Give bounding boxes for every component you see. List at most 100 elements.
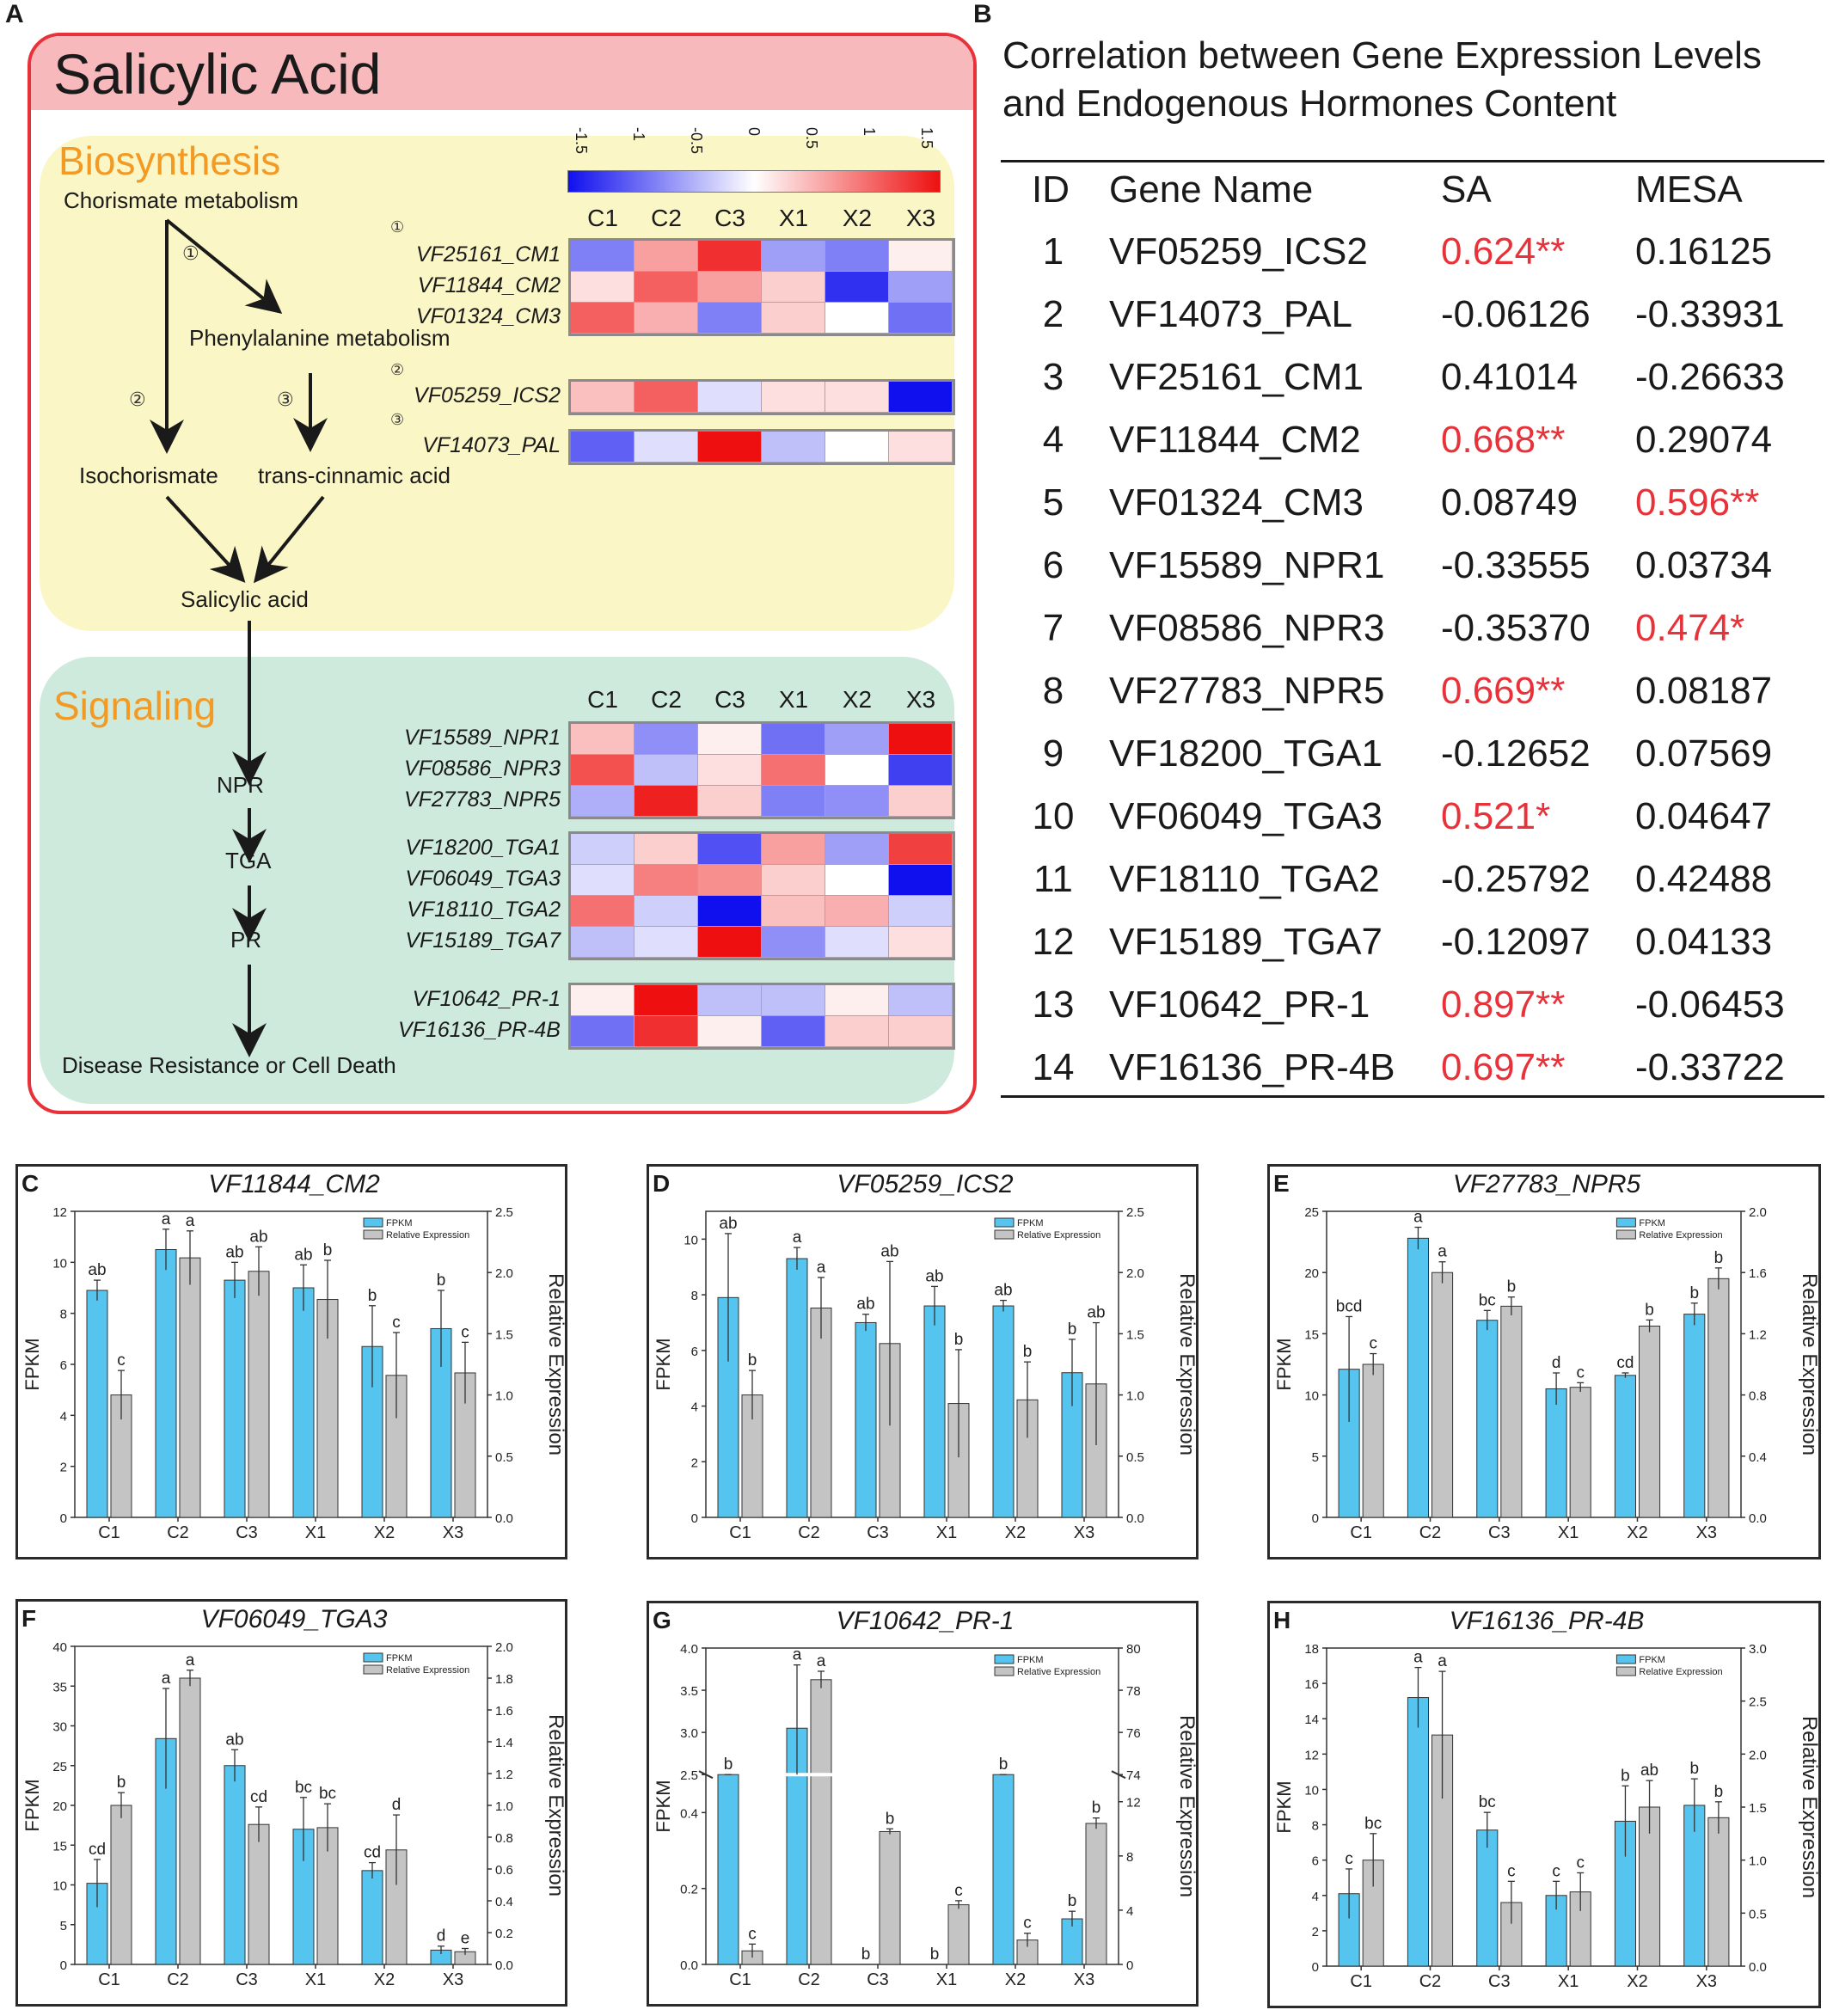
- table-top-rule: [1001, 160, 1824, 162]
- heatmap-cell: [571, 927, 634, 958]
- y2-tick-label: 2.0: [1126, 1266, 1144, 1281]
- heatmap-cell: [634, 241, 698, 272]
- heatmap-cell: [571, 272, 634, 303]
- table-id-cell: 5: [1042, 481, 1064, 524]
- y-tick-label: 10: [1304, 1783, 1319, 1798]
- gene-marker: ②: [390, 361, 405, 378]
- significance-letter: cd: [364, 1844, 381, 1862]
- bio-column-label: X2: [842, 205, 873, 231]
- bar-relexp: [741, 1394, 763, 1518]
- heatmap-cell: [762, 865, 825, 896]
- node-npr: NPR: [217, 772, 264, 798]
- sig-column-label: X2: [842, 686, 873, 713]
- bar-chart-panel-d: D VF05259_ICS2 0 2 4 6 8 10 0.0 0.5 1.0 1.5 2.0 2.5 FP…: [647, 1164, 1198, 1559]
- x-tick-label: X1: [1558, 1523, 1579, 1542]
- colorbar-tick-label: 0.5: [803, 127, 820, 150]
- table-id-cell: 2: [1042, 293, 1064, 335]
- x-tick-label: C3: [1488, 1523, 1511, 1542]
- table-id-cell: 14: [1032, 1046, 1075, 1088]
- bar-chart-svg: 0246810120.00.51.01.52.02.5FPKMRelative …: [21, 1205, 565, 1542]
- bar-relexp: [947, 1403, 970, 1518]
- table-mesa-cell: -0.33722: [1635, 1046, 1785, 1088]
- table-header-cell: Gene Name: [1109, 169, 1314, 211]
- heatmap-cell: [634, 755, 698, 786]
- heatmap-cell: [889, 272, 953, 303]
- significance-letter: c: [1576, 1363, 1585, 1382]
- table-mesa-cell: 0.04647: [1635, 795, 1773, 837]
- legend-swatch-fpkm: [994, 1217, 1015, 1228]
- sig-column-label: C3: [714, 686, 745, 713]
- significance-letter: a: [817, 1652, 826, 1670]
- x-tick-label: C2: [1419, 1972, 1442, 1991]
- sig-column-label: X3: [905, 686, 936, 713]
- heatmap-gene-label: VF01324_CM3: [415, 304, 561, 328]
- y2-tick-label: 12: [1126, 1796, 1141, 1811]
- heatmap-cell: [889, 432, 953, 463]
- panel-a-title: Salicylic Acid: [53, 42, 382, 106]
- gene-marker: ③: [390, 411, 405, 428]
- table-sa-cell: 0.697**: [1441, 1046, 1566, 1088]
- significance-letter: c: [1369, 1335, 1377, 1353]
- y-tick-label: 12: [52, 1205, 67, 1220]
- bar-fpkm: [717, 1296, 739, 1518]
- bio-column-label: C3: [714, 205, 745, 231]
- x-tick-label: C3: [867, 1970, 889, 1989]
- table-gene-cell: VF18110_TGA2: [1109, 858, 1380, 900]
- heatmap-cell: [571, 241, 634, 272]
- bar-fpkm: [361, 1870, 383, 1965]
- y-tick-label: 5: [1312, 1450, 1319, 1465]
- x-tick-label: X3: [1696, 1523, 1717, 1542]
- bar-fpkm: [1476, 1829, 1499, 1967]
- y-tick-label: 10: [1304, 1389, 1319, 1404]
- y-tick-label: 0: [691, 1511, 698, 1526]
- table-title-line1: Correlation between Gene Expression Leve…: [1002, 34, 1762, 77]
- y-tick-label: 14: [1304, 1713, 1319, 1727]
- legend-label-fpkm: FPKM: [386, 1653, 413, 1664]
- y-tick-label: 2: [60, 1461, 67, 1475]
- heatmap-cell: [698, 382, 762, 413]
- node-outcome: Disease Resistance or Cell Death: [62, 1052, 396, 1078]
- axis-break-right: [1111, 1770, 1126, 1780]
- y2-tick-label: 0.5: [1126, 1450, 1144, 1465]
- table-mesa-cell: 0.42488: [1635, 858, 1773, 900]
- heatmap-cell: [634, 272, 698, 303]
- x-tick-label: X2: [1627, 1523, 1647, 1542]
- y-tick-label: 0.2: [680, 1883, 698, 1897]
- y2-tick-label: 0.0: [495, 1958, 513, 1973]
- heatmap-cell: [825, 272, 889, 303]
- y2-tick-label: 0.0: [1749, 1960, 1767, 1975]
- legend-swatch-relexp: [994, 1666, 1015, 1676]
- bar-fpkm: [1614, 1375, 1636, 1518]
- bar-chart-title: VF06049_TGA3: [200, 1605, 388, 1633]
- y2-tick-label: 2.5: [1126, 1205, 1144, 1220]
- significance-letter: b: [1023, 1343, 1033, 1361]
- heatmap-cell: [634, 1016, 698, 1047]
- significance-letter: ab: [249, 1228, 267, 1246]
- y2-tick-label: 8: [1126, 1850, 1133, 1865]
- bar-relexp: [810, 1307, 832, 1518]
- significance-letter: b: [368, 1287, 377, 1305]
- legend-swatch-relexp: [1615, 1229, 1636, 1240]
- y-tick-label: 25: [52, 1760, 67, 1774]
- table-id-cell: 13: [1032, 983, 1075, 1026]
- y2-tick-label: 4: [1126, 1904, 1133, 1919]
- legend-label-relexp: Relative Expression: [1639, 1230, 1722, 1241]
- y2-tick-label: 1.5: [1126, 1327, 1144, 1342]
- table-sa-cell: 0.521*: [1441, 795, 1551, 837]
- significance-letter: bc: [1479, 1291, 1496, 1309]
- heatmap-cell: [698, 985, 762, 1016]
- heatmap-cell: [634, 834, 698, 865]
- significance-letter: a: [186, 1212, 195, 1230]
- plot-frame: [705, 1210, 1119, 1518]
- x-tick-label: C2: [1419, 1523, 1442, 1542]
- bar-relexp: [1500, 1305, 1523, 1518]
- heatmap-cell: [762, 303, 825, 334]
- significance-letter: ab: [88, 1261, 106, 1279]
- y2-tick-label: 1.6: [495, 1704, 513, 1719]
- table-id-cell: 8: [1042, 670, 1064, 712]
- y-tick-label: 6: [1312, 1854, 1319, 1869]
- table-gene-cell: VF15189_TGA7: [1109, 921, 1382, 963]
- table-sa-cell: 0.669**: [1441, 670, 1566, 712]
- y-tick-label: 6: [60, 1358, 67, 1373]
- heatmap-cell: [825, 432, 889, 463]
